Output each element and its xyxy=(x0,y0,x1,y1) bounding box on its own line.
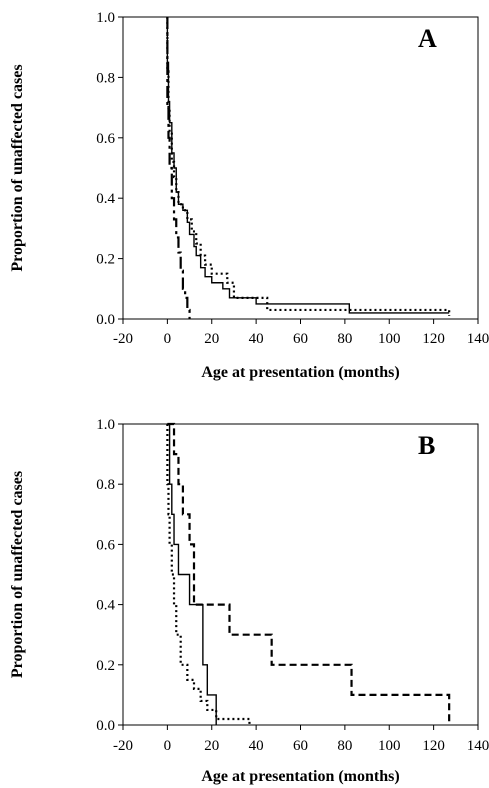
series-line-dotted xyxy=(166,17,451,316)
y-tick-label: 1.0 xyxy=(96,10,115,26)
y-tick-label: 0.8 xyxy=(96,70,115,86)
y-axis-label: Proportion of unaffected cases xyxy=(9,471,26,678)
y-tick-label: 0.2 xyxy=(96,658,115,674)
y-tick-label: 0.4 xyxy=(96,598,115,614)
x-tick-label: 20 xyxy=(204,738,219,754)
x-tick-label: 100 xyxy=(378,331,401,347)
x-tick-label: 0 xyxy=(164,738,172,754)
x-tick-label: 40 xyxy=(249,331,264,347)
x-tick-label: 120 xyxy=(422,331,445,347)
plot-frame xyxy=(122,423,479,726)
x-tick-label: 100 xyxy=(378,738,401,754)
panel-a: -20 0 20 40 60 80 100 120 140 0.0 0.2 0.4 0.6 0.8 1.0 A… xyxy=(9,10,489,381)
y-tick-label: 0.8 xyxy=(96,477,115,493)
x-tick-label: 120 xyxy=(422,738,445,754)
x-tick-label: 60 xyxy=(293,738,308,754)
x-tick-label: 80 xyxy=(337,331,352,347)
x-axis-label: Age at presentation (months) xyxy=(201,364,399,381)
x-tick-label: 80 xyxy=(337,738,352,754)
y-tick-label: 0.6 xyxy=(96,131,115,147)
y-tick-label: 1.0 xyxy=(96,417,115,433)
panel-b: -20 0 20 40 60 80 100 120 140 0.0 0.2 0.4 0.6 0.8 1.0 B… xyxy=(9,417,489,785)
y-tick-label: 0.0 xyxy=(96,718,115,734)
series-line-dashed xyxy=(167,422,451,725)
panel-label: A xyxy=(418,24,437,53)
x-tick-label: 20 xyxy=(204,331,219,347)
x-tick-label: 60 xyxy=(293,331,308,347)
y-tick-label: 0.6 xyxy=(96,537,115,553)
x-axis-label: Age at presentation (months) xyxy=(201,768,399,785)
x-tick-label: -20 xyxy=(113,738,133,754)
x-tick-label: 0 xyxy=(164,331,172,347)
x-tick-label: 140 xyxy=(467,738,489,754)
x-tick-label: -20 xyxy=(113,331,133,347)
panel-label: B xyxy=(418,431,435,460)
y-tick-label: 0.2 xyxy=(96,252,115,268)
x-tick-label: 40 xyxy=(249,738,264,754)
y-tick-label: 0.0 xyxy=(96,312,115,328)
y-axis-label: Proportion of unaffected cases xyxy=(9,64,26,271)
series-line-dash-dot xyxy=(166,17,191,319)
series-line-solid xyxy=(166,17,450,314)
y-tick-label: 0.4 xyxy=(96,191,115,207)
series-line-solid xyxy=(167,423,217,725)
x-tick-label: 140 xyxy=(467,331,489,347)
